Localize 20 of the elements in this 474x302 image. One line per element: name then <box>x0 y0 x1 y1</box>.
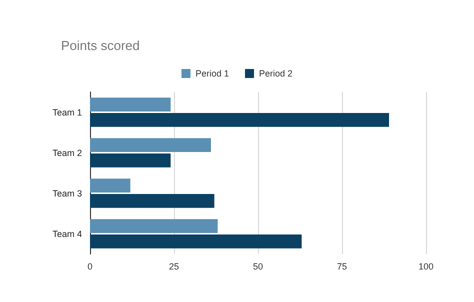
legend-label: Period 2 <box>259 68 293 78</box>
bar <box>90 194 214 208</box>
x-tick-label: 100 <box>418 262 434 272</box>
bar <box>90 219 218 234</box>
bar <box>90 153 171 168</box>
bar <box>90 138 211 152</box>
y-tick-label: Team 3 <box>52 188 82 198</box>
x-tick-label: 75 <box>336 262 348 272</box>
chart-title: Points scored <box>61 38 140 53</box>
x-tick-label: 0 <box>87 262 93 272</box>
bar <box>90 112 390 127</box>
legend-label: Period 1 <box>195 68 230 78</box>
bar <box>90 234 302 248</box>
y-tick-label: Team 2 <box>52 148 82 158</box>
bar <box>90 178 130 193</box>
y-tick-label: Team 1 <box>52 107 82 118</box>
bar <box>90 98 171 112</box>
y-tick-label: Team 4 <box>52 228 82 239</box>
x-tick-label: 25 <box>168 262 180 272</box>
x-tick-label: 50 <box>252 262 264 272</box>
